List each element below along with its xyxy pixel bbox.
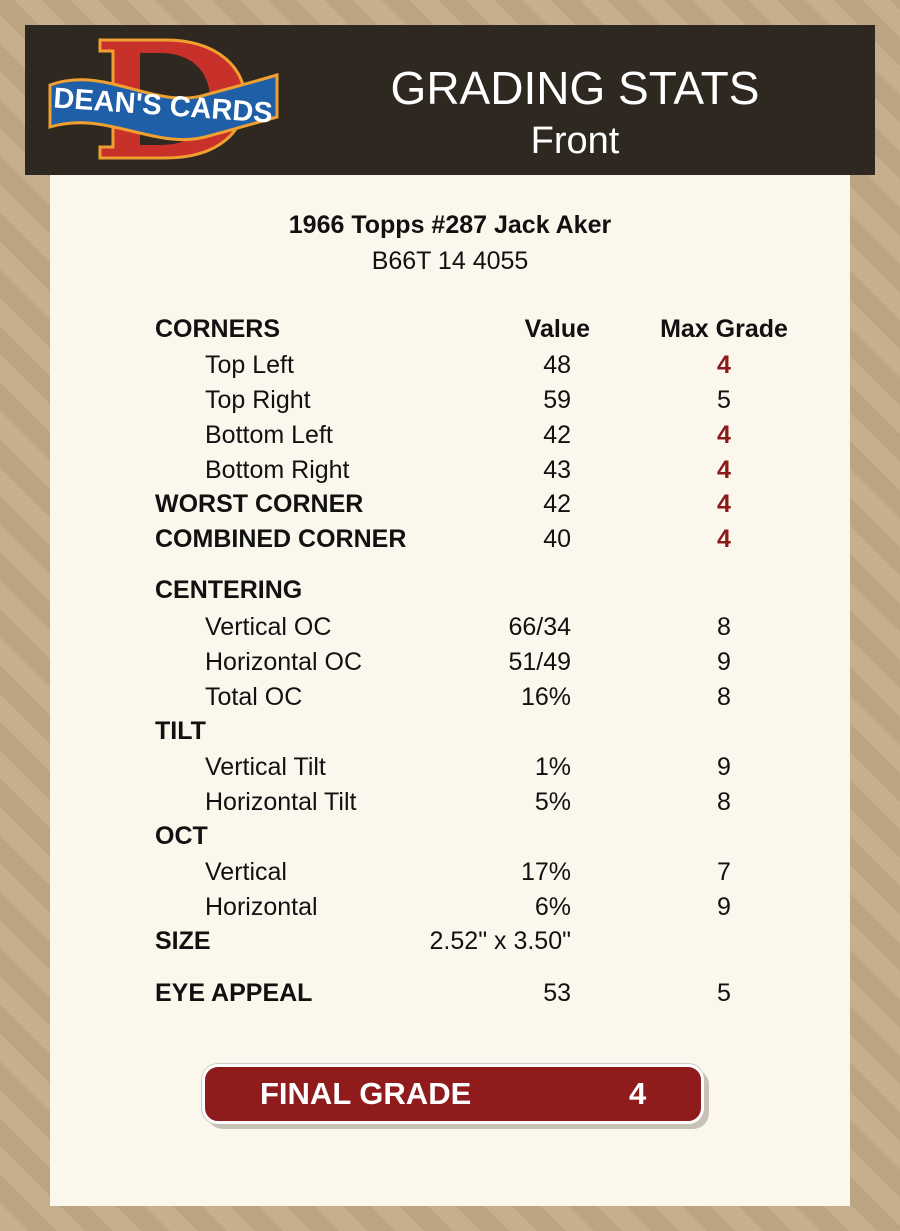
stat-value: 40 [543,525,571,553]
stat-value: 1% [534,753,571,781]
stat-row: OCT [50,822,850,852]
stat-max-grade: 5 [717,386,731,414]
stat-label: Vertical OC [205,613,332,641]
stat-row: Horizontal Tilt 5% 8 [50,788,850,818]
stat-label: TILT [155,717,206,745]
stat-max-grade: 8 [717,788,731,816]
stat-value: 51/49 [508,648,571,676]
stat-row: SIZE 2.52" x 3.50" [50,927,850,957]
stat-max-grade: 9 [717,648,731,676]
stat-value: 6% [534,893,571,921]
stat-row: Top Right 59 5 [50,386,850,416]
stat-label: Bottom Left [205,421,333,449]
stat-row: WORST CORNER 42 4 [50,490,850,520]
stat-max-grade: 4 [717,490,731,518]
stat-max-grade: 8 [717,683,731,711]
stat-row: Vertical Tilt 1% 9 [50,753,850,783]
stat-value: 17% [520,858,571,886]
final-grade-label: FINAL GRADE [260,1076,472,1111]
stat-value: 66/34 [508,613,571,641]
page-title: GRADING STATS [390,62,760,114]
stat-label: Bottom Right [205,456,350,484]
stat-max-grade: 4 [717,421,731,449]
stat-label: WORST CORNER [155,490,364,518]
stat-label: Horizontal OC [205,648,362,676]
stat-row: Horizontal 6% 9 [50,893,850,923]
stat-value: 53 [543,979,571,1007]
stat-row: Horizontal OC 51/49 9 [50,648,850,678]
stat-value: 59 [543,386,571,414]
stat-max-grade: 8 [717,613,731,641]
stat-row: Vertical OC 66/34 8 [50,613,850,643]
stat-row: CENTERING [50,576,850,606]
stat-row: EYE APPEAL 53 5 [50,979,850,1009]
stat-value: 48 [543,351,571,379]
stat-row: Bottom Left 42 4 [50,421,850,451]
stat-max-grade: 4 [717,456,731,484]
stat-label: Total OC [205,683,303,711]
stat-row: Total OC 16% 8 [50,683,850,713]
final-grade-value: 4 [629,1076,647,1111]
stat-value: 5% [534,788,571,816]
stat-row: Top Left 48 4 [50,351,850,381]
stat-row: CORNERS Value Max Grade [50,315,850,345]
stat-max-grade: 4 [717,351,731,379]
stat-max-grade: 9 [717,893,731,921]
stat-label: Top Left [205,351,294,379]
stat-row: TILT [50,717,850,747]
stat-max-grade: 4 [717,525,731,553]
header: DEAN'S CARDS GRADING STATS Front [25,25,875,175]
stat-value: 2.52" x 3.50" [429,927,571,955]
page-subtitle: Front [530,120,620,162]
deans-cards-logo: DEAN'S CARDS [48,38,279,160]
stat-value: 43 [543,456,571,484]
max-grade-column-header: Max Grade [660,315,788,343]
stat-label: CORNERS [155,315,281,343]
stat-label: OCT [155,822,208,850]
card-title: 1966 Topps #287 Jack Aker [288,211,612,239]
stat-row: COMBINED CORNER 40 4 [50,525,850,555]
card-code: B66T 14 4055 [371,247,529,275]
stat-max-grade: 9 [717,753,731,781]
stat-row: Vertical 17% 7 [50,858,850,888]
stat-value: 16% [520,683,571,711]
stat-label: Top Right [205,386,311,414]
stat-label: Vertical [205,858,287,886]
stat-max-grade: 7 [717,858,731,886]
stat-value: 42 [543,421,571,449]
stat-label: CENTERING [155,576,303,604]
final-grade-badge: FINAL GRADE 4 [202,1064,704,1124]
stat-label: Vertical Tilt [205,753,326,781]
stat-label: SIZE [155,927,211,955]
stat-value: 42 [543,490,571,518]
stat-label: Horizontal [205,893,318,921]
grading-panel: 1966 Topps #287 Jack Aker B66T 14 4055 C… [50,175,850,1206]
stat-label: EYE APPEAL [155,979,313,1007]
stat-label: Horizontal Tilt [205,788,357,816]
stat-row: Bottom Right 43 4 [50,456,850,486]
stat-label: COMBINED CORNER [155,525,407,553]
value-column-header: Value [524,315,590,343]
stat-max-grade: 5 [717,979,731,1007]
